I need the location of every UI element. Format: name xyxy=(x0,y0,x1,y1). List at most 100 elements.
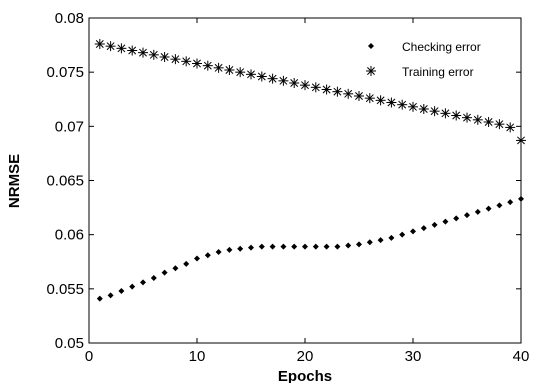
checking-point xyxy=(194,255,200,262)
checking-point xyxy=(129,283,136,290)
checking-point xyxy=(172,265,179,272)
checking-point xyxy=(431,221,438,228)
training-point xyxy=(494,119,505,130)
checking-point xyxy=(96,295,103,302)
training-point xyxy=(440,108,451,119)
training-point xyxy=(418,104,429,114)
series-training-error xyxy=(94,39,526,146)
checking-point xyxy=(442,218,449,225)
legend-label-checking: Checking error xyxy=(402,40,481,54)
training-point xyxy=(289,78,300,88)
training-point xyxy=(472,114,483,125)
legend-asterisk-icon xyxy=(366,66,376,76)
legend-diamond-icon xyxy=(368,43,374,49)
training-point xyxy=(354,91,364,101)
training-point xyxy=(386,97,397,108)
checking-point xyxy=(237,245,244,252)
training-point xyxy=(375,95,386,106)
training-point xyxy=(105,41,116,52)
checking-point xyxy=(291,243,298,250)
checking-point xyxy=(302,243,308,250)
checking-point xyxy=(258,243,265,250)
training-point xyxy=(246,69,256,80)
checking-point xyxy=(377,237,384,244)
training-point xyxy=(364,93,375,104)
checking-point xyxy=(269,243,276,250)
training-point xyxy=(310,82,321,93)
checking-point xyxy=(399,231,406,238)
checking-point xyxy=(496,202,503,209)
y-tick-label-3: 0.065 xyxy=(46,173,84,190)
axis-ticks: 0 10 20 30 40 0.05 0.055 0.06 0.065 0.07 0.075 0.08 xyxy=(46,10,529,365)
checking-point xyxy=(150,275,157,281)
x-tick-label-4: 40 xyxy=(513,348,530,365)
x-axis-label: Epochs xyxy=(278,368,332,383)
checking-point xyxy=(280,243,287,250)
checking-point xyxy=(334,243,341,250)
checking-point xyxy=(507,199,514,206)
training-point xyxy=(213,62,224,73)
legend: Checking error Training error xyxy=(366,40,481,79)
y-tick-label-6: 0.08 xyxy=(55,10,84,27)
checking-point xyxy=(420,225,427,232)
training-point xyxy=(462,112,472,123)
checking-point xyxy=(161,269,168,276)
legend-marker-checking xyxy=(368,43,374,49)
checking-point xyxy=(312,243,319,250)
y-tick-label-4: 0.07 xyxy=(55,118,84,135)
checking-point xyxy=(388,234,395,241)
training-point xyxy=(202,60,213,71)
training-point xyxy=(138,47,148,58)
checking-point xyxy=(248,244,254,251)
training-point xyxy=(397,99,408,110)
training-point xyxy=(224,65,235,75)
training-point xyxy=(300,80,310,91)
x-tick-label-0: 0 xyxy=(85,348,93,365)
checking-point xyxy=(410,228,416,235)
training-point xyxy=(170,54,181,65)
training-point xyxy=(343,88,354,99)
x-tick-label-1: 10 xyxy=(189,348,206,365)
legend-label-training: Training error xyxy=(402,65,474,79)
training-point xyxy=(321,84,332,95)
checking-point xyxy=(226,246,233,253)
data-marks xyxy=(94,39,526,302)
checking-point xyxy=(140,279,146,286)
series-checking-error xyxy=(96,195,524,302)
y-tick-label-1: 0.055 xyxy=(46,281,84,298)
checking-point xyxy=(464,212,470,219)
y-tick-label-2: 0.06 xyxy=(55,227,84,244)
training-point xyxy=(116,43,127,54)
training-point xyxy=(148,49,159,60)
training-point xyxy=(181,56,192,67)
checking-point xyxy=(485,205,492,212)
checking-point xyxy=(323,243,330,250)
checking-point xyxy=(215,249,222,255)
training-point xyxy=(159,52,170,62)
legend-marker-training xyxy=(366,66,376,76)
training-point xyxy=(192,58,202,69)
training-point xyxy=(451,110,462,121)
training-point xyxy=(429,106,440,117)
y-tick-label-0: 0.05 xyxy=(55,335,84,352)
x-tick-label-3: 30 xyxy=(405,348,422,365)
checking-point xyxy=(118,288,125,294)
y-tick-label-5: 0.075 xyxy=(46,64,84,81)
training-point xyxy=(256,71,267,82)
checking-point xyxy=(453,215,460,222)
checking-point xyxy=(345,242,352,249)
training-point xyxy=(267,73,278,84)
training-point xyxy=(505,122,516,133)
y-axis-label: NRMSE xyxy=(6,154,23,208)
training-point xyxy=(94,39,105,49)
plot-frame xyxy=(88,17,522,344)
checking-point xyxy=(366,239,373,246)
checking-point xyxy=(204,252,211,259)
training-point xyxy=(483,117,494,127)
checking-point xyxy=(474,208,481,215)
checking-point xyxy=(183,260,190,267)
checking-point xyxy=(107,292,114,299)
training-point xyxy=(235,67,246,78)
